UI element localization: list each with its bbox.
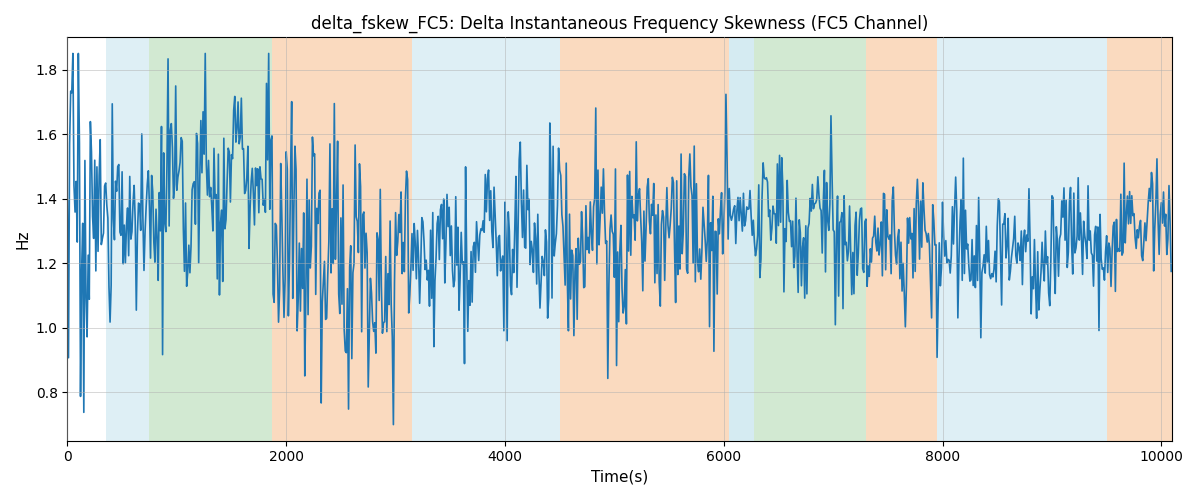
Bar (150, 38, 272, 440)
Bar (937, 38, 1106, 440)
Bar (730, 38, 755, 440)
Bar (866, 38, 937, 440)
Y-axis label: Hz: Hz (16, 230, 30, 249)
Bar (755, 38, 866, 440)
Bar (559, 38, 730, 440)
X-axis label: Time(s): Time(s) (592, 470, 648, 485)
Bar (272, 38, 412, 440)
Title: delta_fskew_FC5: Delta Instantaneous Frequency Skewness (FC5 Channel): delta_fskew_FC5: Delta Instantaneous Fre… (311, 15, 929, 34)
Bar (412, 38, 559, 440)
Bar (1106, 38, 1172, 440)
Bar (106, 38, 150, 440)
